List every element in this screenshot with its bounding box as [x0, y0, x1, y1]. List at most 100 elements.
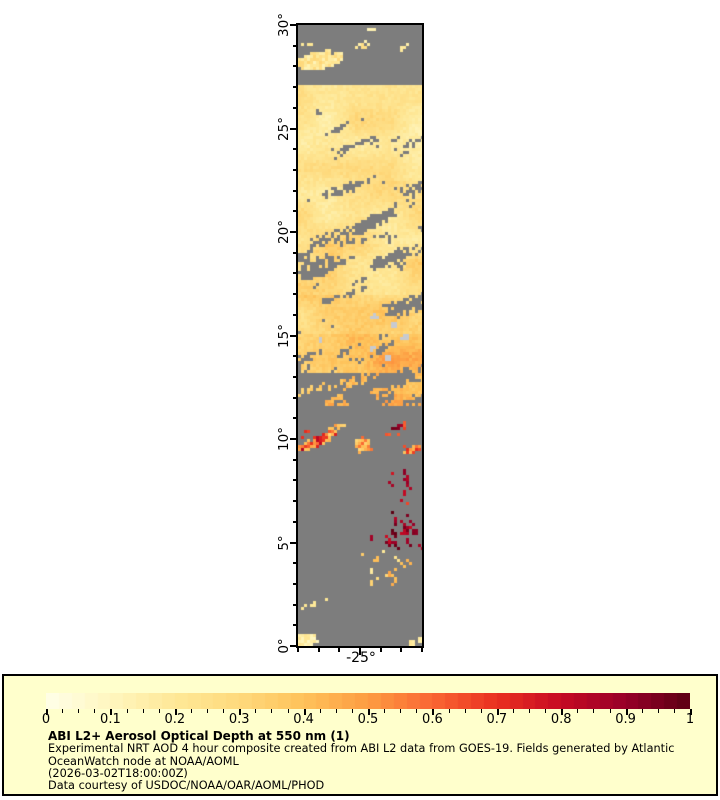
- cbar-minor-tick: [207, 709, 208, 713]
- cbar-minor-tick: [593, 709, 595, 713]
- lat-minor-tick: [293, 562, 298, 565]
- cbar-tick-label: 0: [41, 712, 51, 727]
- cbar-minor-tick: [126, 709, 128, 713]
- cbar-tick-label: 0.7: [486, 712, 508, 727]
- figure-timestamp: (2026-03-02T18:00:00Z): [48, 767, 188, 780]
- lat-major-tick: [290, 24, 298, 26]
- lat-minor-tick: [293, 417, 298, 420]
- lat-tick-label: 0°: [276, 638, 292, 654]
- lat-minor-tick: [293, 210, 298, 213]
- lat-minor-tick: [293, 355, 298, 358]
- cbar-major-tick: [561, 709, 564, 715]
- cbar-tick-label: 0.8: [550, 712, 572, 727]
- cbar-minor-tick: [78, 709, 80, 713]
- cbar-tick-label: 0.3: [228, 712, 250, 727]
- cbar-minor-tick: [384, 709, 386, 713]
- cbar-minor-tick: [529, 709, 530, 713]
- cbar-minor-tick: [464, 709, 466, 713]
- cbar-minor-tick: [319, 709, 321, 713]
- lat-minor-tick: [293, 520, 298, 523]
- lat-major-tick: [290, 438, 298, 440]
- cbar-minor-tick: [255, 709, 257, 713]
- lat-minor-tick: [293, 500, 298, 503]
- cbar-major-tick: [690, 709, 692, 715]
- cbar-major-tick: [625, 709, 628, 715]
- lat-tick-label: 25°: [276, 116, 292, 141]
- colorbar-caption-panel: 0 0.1 0.2 0.3 0.4 0.5 0.6 0.7 0.8 0.9 1 ABI L2+ Ae…: [2, 674, 718, 796]
- lat-minor-tick: [293, 313, 298, 316]
- cbar-minor-tick: [577, 709, 579, 713]
- lat-minor-tick: [293, 624, 298, 627]
- lat-minor-tick: [293, 65, 298, 68]
- cbar-minor-tick: [400, 709, 402, 713]
- lat-minor-tick: [293, 293, 298, 296]
- figure-title: ABI L2+ Aerosol Optical Depth at 550 nm …: [48, 729, 350, 743]
- figure-subtitle-line2: OceanWatch node at NOAA/AOML: [48, 754, 239, 768]
- cbar-major-tick: [239, 709, 242, 715]
- lat-minor-tick: [293, 189, 298, 192]
- lat-tick-label: 20°: [276, 220, 292, 244]
- lat-major-tick: [290, 334, 298, 337]
- figure-subtitle-line1: Experimental NRT AOD 4 hour composite cr…: [48, 742, 675, 755]
- cbar-major-tick: [368, 709, 370, 715]
- cbar-tick-label: 0.2: [164, 712, 186, 727]
- cbar-minor-tick: [142, 709, 144, 713]
- cbar-tick-label: 0.4: [293, 712, 314, 727]
- figure-credit: Data courtesy of USDOC/NOAA/OAR/AOML/PHO…: [48, 779, 325, 792]
- cbar-minor-tick: [416, 709, 418, 713]
- cbar-minor-tick: [545, 709, 547, 713]
- lat-minor-tick: [293, 106, 298, 109]
- lat-major-tick: [290, 645, 298, 647]
- lat-tick-label: 5°: [276, 534, 292, 551]
- cbar-tick-label: 0.6: [422, 712, 443, 727]
- cbar-minor-tick: [448, 709, 450, 713]
- lat-major-tick: [290, 127, 298, 130]
- lat-minor-tick: [293, 479, 298, 482]
- lat-minor-tick: [293, 582, 298, 585]
- cbar-minor-tick: [673, 709, 675, 713]
- cbar-tick-label: 0.5: [357, 712, 379, 727]
- cbar-major-tick: [303, 709, 306, 715]
- lon-minor-tick: [421, 648, 423, 652]
- cbar-major-tick: [432, 709, 435, 715]
- lat-major-tick: [290, 231, 298, 233]
- lon-minor-tick: [379, 648, 382, 652]
- cbar-minor-tick: [351, 709, 353, 713]
- aod-raster-canvas: [298, 25, 422, 646]
- cbar-major-tick: [110, 709, 113, 715]
- cbar-minor-tick: [94, 709, 96, 713]
- lat-minor-tick: [293, 603, 298, 606]
- lat-minor-tick: [293, 458, 298, 461]
- cbar-minor-tick: [480, 709, 482, 713]
- cbar-major-tick: [174, 709, 177, 715]
- cbar-minor-tick: [158, 709, 160, 713]
- lat-tick-label: 30°: [276, 13, 292, 37]
- lat-minor-tick: [293, 86, 298, 89]
- lat-minor-tick: [293, 251, 298, 254]
- cbar-minor-tick: [223, 709, 225, 713]
- cbar-minor-tick: [62, 709, 64, 713]
- cbar-tick-label: 0.1: [100, 712, 121, 727]
- lat-minor-tick: [293, 148, 298, 151]
- cbar-minor-tick: [271, 709, 273, 713]
- lon-minor-tick: [400, 648, 403, 652]
- cbar-minor-tick: [609, 709, 611, 713]
- cbar-minor-tick: [512, 709, 514, 713]
- lat-minor-tick: [293, 272, 298, 275]
- lat-major-tick: [290, 541, 298, 544]
- lat-minor-tick: [293, 396, 298, 399]
- lat-minor-tick: [293, 168, 298, 171]
- cbar-tick-label: 0.9: [615, 712, 636, 727]
- lon-minor-tick: [317, 648, 320, 652]
- aod-colorbar: [46, 693, 690, 709]
- lat-tick-label: 15°: [276, 323, 292, 348]
- lat-minor-tick: [293, 375, 298, 378]
- cbar-minor-tick: [287, 709, 289, 713]
- cbar-minor-tick: [641, 709, 643, 713]
- lon-minor-tick: [338, 648, 341, 652]
- lat-tick-label: 10°: [276, 427, 292, 451]
- cbar-tick-label: 1: [685, 712, 695, 727]
- cbar-minor-tick: [190, 709, 192, 713]
- cbar-minor-tick: [335, 709, 337, 713]
